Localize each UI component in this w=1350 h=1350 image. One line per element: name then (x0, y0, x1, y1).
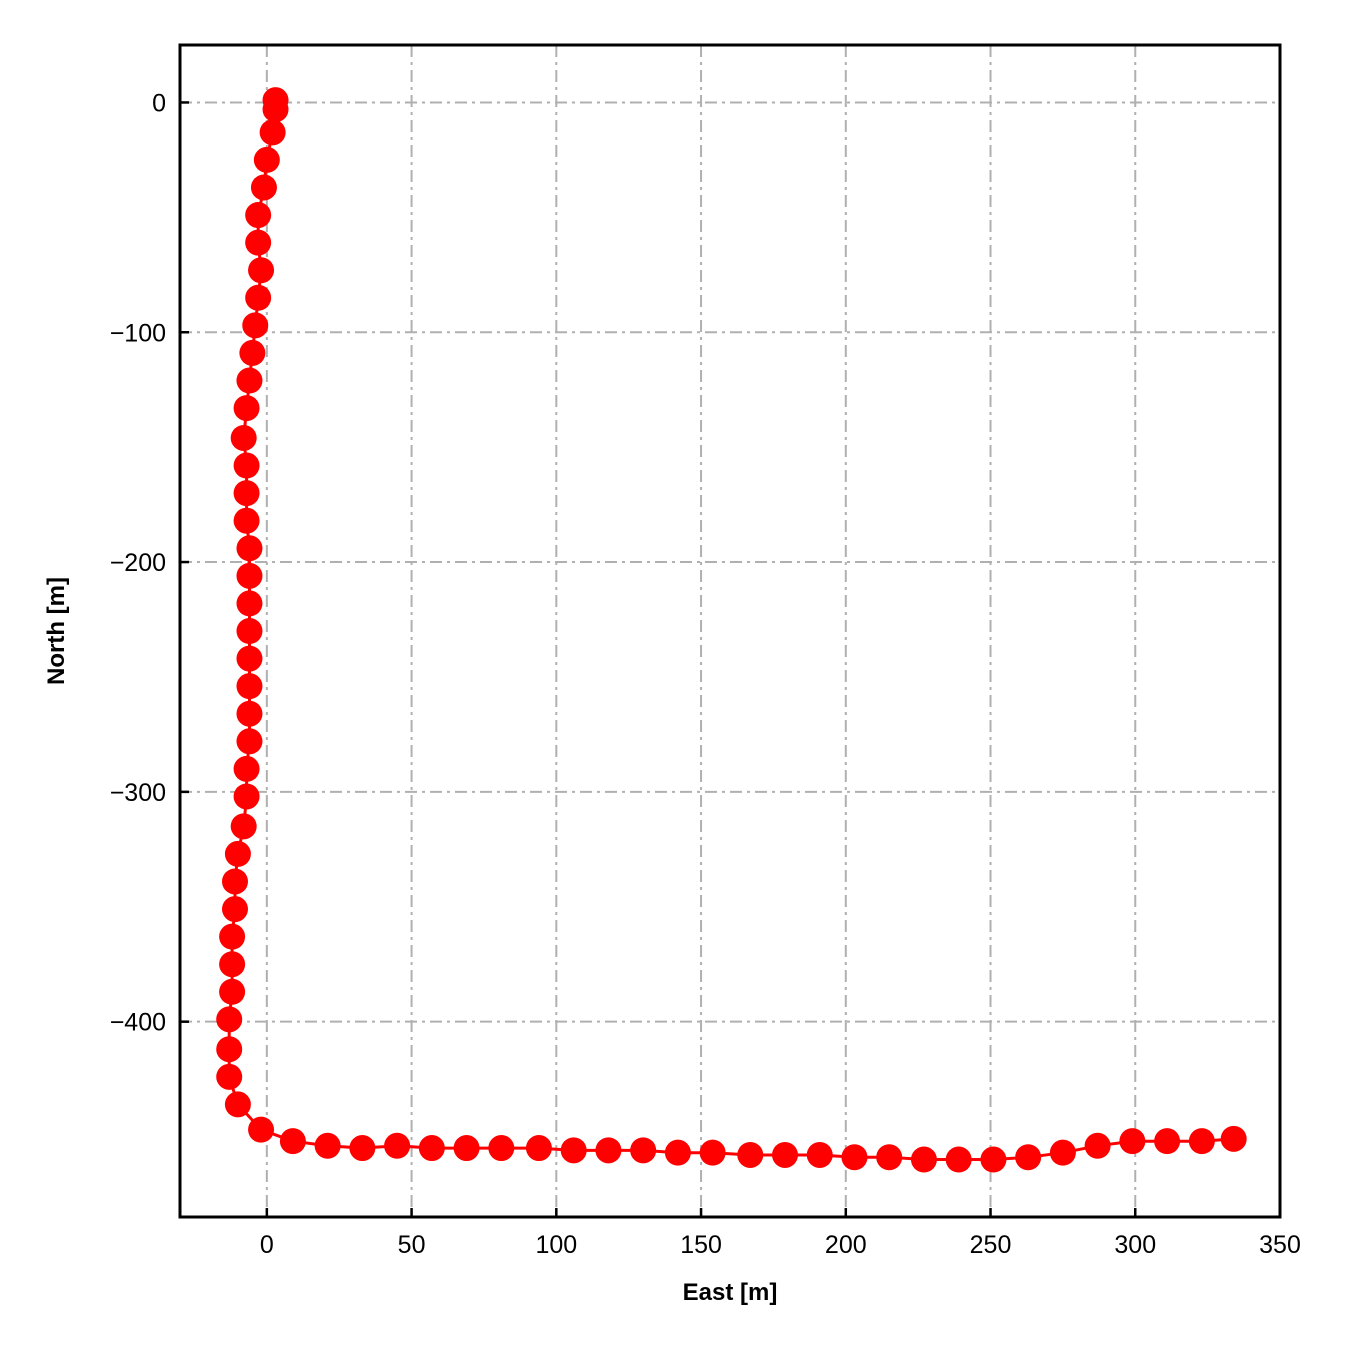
trajectory-point (1220, 1125, 1247, 1152)
x-tick-label: 100 (535, 1231, 577, 1259)
trajectory-point (233, 783, 260, 810)
trajectory-point (525, 1135, 552, 1162)
trajectory-point (876, 1144, 903, 1171)
trajectory-point (239, 339, 266, 366)
trajectory-point (222, 868, 248, 895)
trajectory-point (233, 507, 260, 534)
trajectory-point (222, 896, 248, 923)
trajectory-point (248, 1116, 275, 1143)
trajectory-point (945, 1146, 972, 1173)
y-tick-label: −300 (110, 779, 166, 807)
data-series (216, 87, 1247, 1173)
trajectory-point (230, 424, 257, 451)
trajectory-point (236, 562, 263, 589)
trajectory-point (384, 1132, 411, 1159)
trajectory-point (219, 978, 246, 1005)
trajectory-point (737, 1141, 764, 1168)
trajectory-point (236, 618, 263, 644)
trajectory-point (664, 1139, 691, 1166)
trajectory-point (772, 1141, 798, 1168)
trajectory-point (253, 146, 280, 173)
trajectory-point (453, 1135, 480, 1162)
trajectory-point (219, 951, 246, 978)
trajectory-point (242, 312, 269, 339)
trajectory-point (314, 1132, 341, 1159)
trajectory-point (224, 1091, 251, 1118)
trajectory-point (236, 645, 263, 672)
trajectory-point (1049, 1139, 1076, 1166)
trajectory-point (349, 1135, 376, 1162)
plot-frame (178, 43, 1282, 1219)
trajectory-point (216, 1036, 243, 1063)
trajectory-point (236, 367, 263, 394)
trajectory-point (233, 452, 260, 479)
axis-ticks: 0 50 100 150 200 250 300 350 0 −100 −200 −300 −400 (110, 89, 1301, 1259)
x-tick-label: 150 (680, 1231, 722, 1259)
trajectory-point (219, 923, 246, 950)
trajectory-point (236, 728, 263, 755)
trajectory-point (1188, 1128, 1215, 1155)
trajectory-point (279, 1128, 306, 1155)
trajectory-point (245, 202, 272, 229)
trajectory-point (259, 119, 286, 146)
trajectory-point (236, 673, 263, 700)
trajectory-point (216, 1006, 243, 1033)
y-tick-label: −200 (110, 549, 166, 577)
trajectory-point (236, 700, 263, 727)
trajectory-point (1015, 1144, 1042, 1171)
trajectory-point (236, 590, 263, 617)
y-tick-label: 0 (152, 89, 166, 117)
trajectory-point (806, 1141, 833, 1168)
trajectory-point (1084, 1132, 1111, 1159)
y-axis-label: North [m] (43, 577, 70, 685)
trajectory-point (1154, 1128, 1181, 1155)
trajectory-point (236, 535, 263, 562)
trajectory-line (227, 100, 1234, 1161)
trajectory-point (216, 1063, 243, 1090)
trajectory-point (910, 1146, 937, 1173)
trajectory-point (841, 1144, 868, 1171)
x-tick-label: 200 (825, 1231, 867, 1259)
trajectory-point (233, 395, 260, 422)
trajectory-point (248, 257, 275, 284)
trajectory-point (1119, 1128, 1146, 1155)
trajectory-point (980, 1146, 1007, 1173)
trajectory-point (250, 174, 277, 201)
x-tick-label: 350 (1259, 1231, 1301, 1259)
trajectory-point (699, 1139, 726, 1166)
x-tick-label: 300 (1114, 1231, 1156, 1259)
trajectory-point (418, 1135, 445, 1162)
trajectory-point (630, 1137, 657, 1164)
trajectory-point (488, 1135, 515, 1162)
trajectory-point (245, 229, 272, 256)
trajectory-point (245, 284, 272, 311)
trajectory-point (262, 96, 289, 123)
x-axis-label: East [m] (683, 1279, 778, 1306)
trajectory-point (224, 840, 251, 867)
y-tick-label: −400 (110, 1009, 166, 1037)
y-tick-label: −100 (110, 319, 166, 347)
trajectory-point (233, 755, 260, 782)
x-tick-label: 50 (398, 1231, 426, 1259)
x-tick-label: 250 (970, 1231, 1012, 1259)
trajectory-point (595, 1137, 622, 1164)
x-tick-label: 0 (260, 1231, 274, 1259)
trajectory-point (560, 1137, 587, 1164)
trajectory-point (233, 480, 260, 507)
trajectory-point (230, 813, 257, 840)
grid (180, 45, 1281, 1217)
